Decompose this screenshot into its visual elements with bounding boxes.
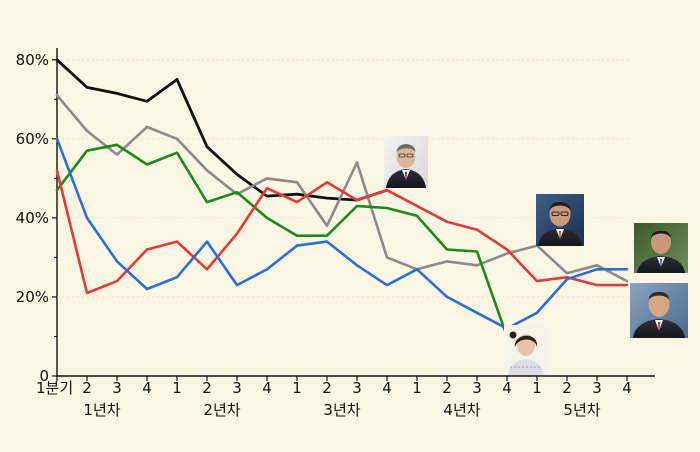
x-tick-label: 2	[202, 379, 212, 397]
y-tick-label: 80%	[16, 51, 49, 69]
axes	[56, 48, 655, 377]
x-tick-label: 4	[622, 379, 632, 397]
portrait-park-geun-hye	[504, 325, 548, 375]
year-labels: 1년차 2년차 3년차 4년차 5년차	[83, 401, 600, 419]
x-tick-label: 4	[142, 379, 152, 397]
series-lines	[55, 58, 629, 338]
y-tick-label: 40%	[16, 209, 49, 227]
series-line-gray	[55, 94, 629, 283]
x-tick-label: 1	[532, 379, 542, 397]
year-label: 4년차	[443, 401, 480, 419]
x-tick-label: 2	[562, 379, 572, 397]
y-axis-ticks: 0 20% 40% 60% 80%	[16, 51, 630, 385]
x-tick-label: 3	[592, 379, 602, 397]
x-axis-ticks: 1분기 2 3 4 1 2 3 4 1 2 3 4 1 2 3 4 1 2 3 4	[36, 376, 632, 397]
portrait-kim-dae-jung	[536, 194, 584, 246]
x-tick-label: 1	[292, 379, 302, 397]
y-tick-label: 0	[39, 367, 49, 385]
x-tick-label: 3	[112, 379, 122, 397]
year-label: 2년차	[203, 401, 240, 419]
portrait-roh-moo-hyun	[634, 223, 688, 273]
series-line-blue	[55, 137, 629, 330]
x-tick-label: 3	[472, 379, 482, 397]
x-tick-label: 2	[442, 379, 452, 397]
x-tick-label: 1분기	[36, 379, 73, 397]
series-line-black	[55, 58, 389, 202]
y-tick-label: 20%	[16, 288, 49, 306]
x-tick-label: 2	[82, 379, 92, 397]
series-line-green	[55, 143, 509, 338]
series-line-red	[55, 169, 629, 295]
year-label: 5년차	[563, 401, 600, 419]
x-tick-label: 2	[322, 379, 332, 397]
year-label: 3년차	[323, 401, 360, 419]
portrait-moon-jae-in	[384, 136, 428, 188]
x-tick-label: 3	[352, 379, 362, 397]
x-tick-label: 1	[412, 379, 422, 397]
x-tick-label: 4	[502, 379, 512, 397]
x-tick-label: 1	[172, 379, 182, 397]
y-tick-label: 60%	[16, 130, 49, 148]
portrait-lee-myung-bak	[630, 283, 688, 338]
x-tick-label: 3	[232, 379, 242, 397]
x-tick-label: 4	[382, 379, 392, 397]
year-label: 1년차	[83, 401, 120, 419]
x-tick-label: 4	[262, 379, 272, 397]
